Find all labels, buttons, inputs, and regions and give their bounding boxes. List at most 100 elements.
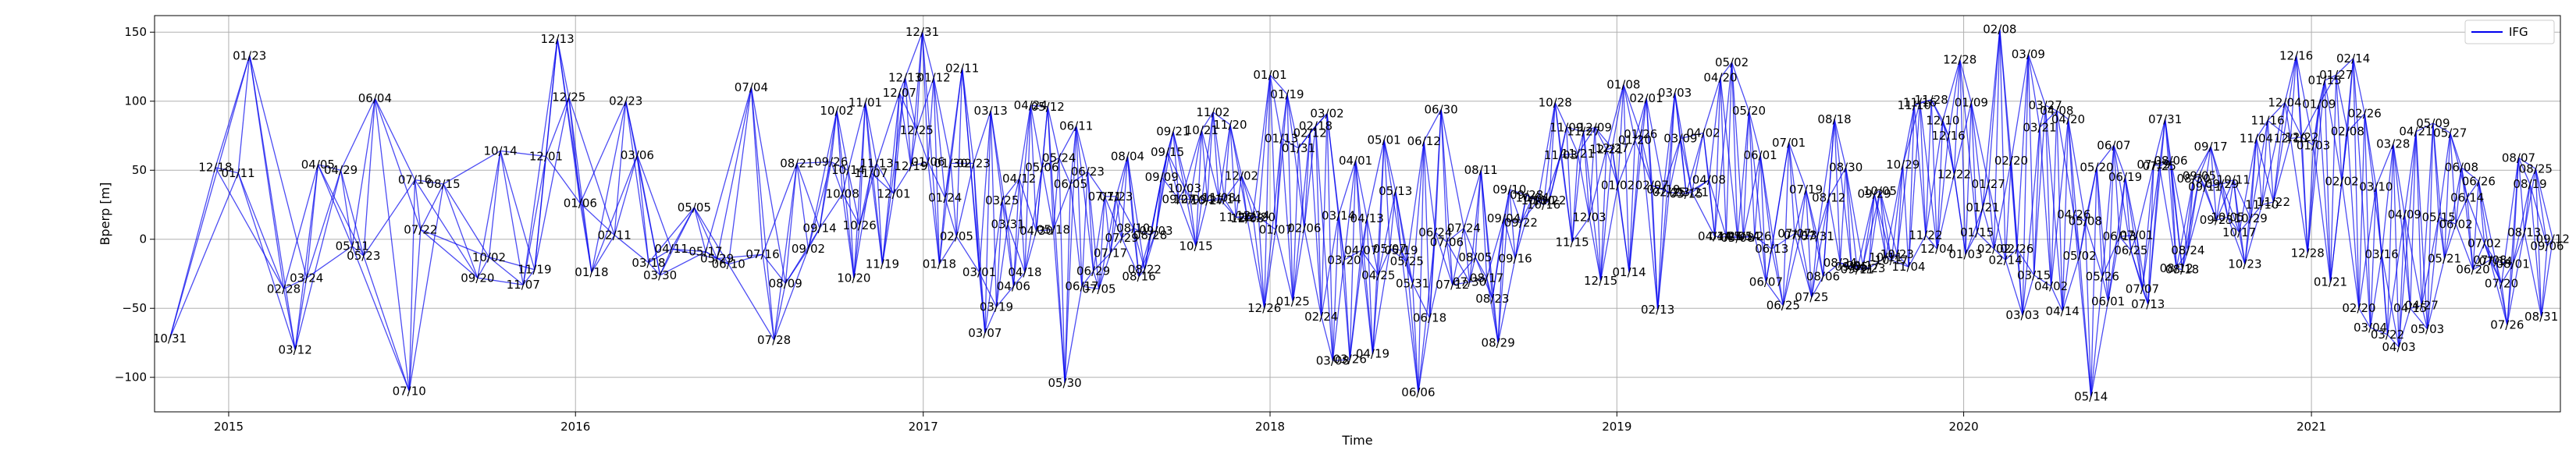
- ifg-connection: [351, 246, 365, 257]
- acquisition-date-label: 08/15: [426, 177, 460, 191]
- ifg-connection: [2284, 102, 2291, 139]
- ifg-connection: [2507, 232, 2525, 325]
- acquisition-date-label: 05/12: [1031, 100, 1065, 114]
- ifg-connection: [1093, 252, 1111, 271]
- acquisition-date-label: 05/19: [1384, 243, 1418, 257]
- acquisition-date-label: 01/19: [1270, 87, 1304, 101]
- acquisition-date-label: 01/25: [1276, 294, 1310, 308]
- acquisition-date-label: 12/22: [2285, 130, 2318, 144]
- ifg-connection: [1059, 126, 1077, 158]
- ifg-connection: [1640, 134, 1659, 310]
- ifg-connection: [904, 77, 912, 166]
- ifg-connection: [1115, 156, 1129, 197]
- ifg-connection: [1811, 276, 1824, 298]
- ifg-connection: [1731, 62, 1744, 237]
- ifg-connection: [1959, 59, 1978, 232]
- ifg-connection: [921, 32, 941, 264]
- ifg-connection: [1321, 316, 1333, 361]
- ifg-connection: [1862, 193, 1875, 266]
- acquisition-date-label: 04/09: [2388, 207, 2421, 222]
- acquisition-date-label: 11/08: [1202, 191, 1236, 205]
- ifg-connection: [705, 87, 753, 252]
- acquisition-date-label: 09/28: [1510, 188, 1543, 202]
- acquisition-date-label: 03/22: [2371, 328, 2404, 342]
- ifg-connection: [1845, 167, 1858, 270]
- acquisition-date-label: 06/30: [1424, 102, 1457, 116]
- acquisition-date-label: 10/17: [1874, 253, 1908, 267]
- acquisition-date-label: 06/24: [1418, 225, 1452, 239]
- ifg-connection: [1389, 190, 1397, 250]
- x-axis-label: Time: [1341, 433, 1372, 448]
- acquisition-date-label: 05/17: [688, 245, 722, 259]
- ifg-connection: [1503, 189, 1510, 219]
- ifg-connection: [750, 87, 763, 255]
- acquisition-date-label: 12/02: [1225, 168, 1258, 183]
- ifg-connection: [1059, 158, 1071, 185]
- acquisition-date-label: 02/23: [957, 156, 991, 170]
- ifg-connection: [1651, 185, 1659, 310]
- acquisition-date-label: 03/14: [1322, 209, 1355, 223]
- y-tick-label: −50: [122, 301, 147, 315]
- acquisition-date-label: 03/09: [1663, 132, 1697, 146]
- ifg-connection: [2159, 160, 2172, 167]
- acquisition-date-label: 06/23: [1071, 165, 1105, 179]
- ifg-connection: [1076, 126, 1094, 271]
- ifg-connection: [1868, 190, 1881, 269]
- acquisition-date-label: 07/12: [1436, 278, 1469, 292]
- ifg-connection: [2101, 145, 2115, 277]
- ifg-connection: [545, 156, 581, 204]
- ifg-connection: [1708, 77, 1721, 180]
- ifg-connection: [1794, 233, 1813, 298]
- ifg-connection: [1218, 124, 1231, 198]
- ifg-connection: [1343, 260, 1350, 360]
- ifg-connection: [2141, 165, 2154, 289]
- ifg-connection: [2267, 102, 2286, 121]
- ifg-connection: [2113, 145, 2126, 178]
- ifg-connection: [1190, 129, 1203, 200]
- ifg-connection: [1133, 227, 1151, 236]
- acquisition-date-label: 06/04: [358, 91, 392, 105]
- acquisition-date-label: 08/09: [769, 276, 802, 290]
- acquisition-date-label: 07/01: [2120, 228, 2154, 242]
- ifg-connection: [717, 257, 729, 265]
- ifg-connection: [614, 101, 627, 236]
- ifg-connection: [1566, 126, 1584, 133]
- ifg-connection: [1970, 102, 1984, 208]
- acquisition-date-label: 08/19: [2513, 177, 2546, 191]
- ifg-connection: [2472, 181, 2479, 270]
- acquisition-date-label: 07/19: [2137, 158, 2170, 172]
- ifg-connection: [2113, 145, 2120, 237]
- ifg-connection: [938, 163, 952, 264]
- acquisition-date-label: 04/29: [324, 163, 358, 177]
- ifg-connection: [1172, 131, 1179, 200]
- acquisition-date-label: 08/21: [780, 156, 813, 170]
- ifg-connection: [1754, 236, 1773, 250]
- ifg-connection: [2216, 216, 2229, 221]
- ifg-connection: [1560, 154, 1573, 243]
- acquisition-date-label: 06/25: [1767, 299, 1800, 313]
- acquisition-date-label: 03/13: [974, 104, 1008, 118]
- acquisition-date-label: 05/11: [336, 239, 369, 254]
- ifg-connection: [2119, 236, 2132, 251]
- ifg-connection: [785, 228, 820, 284]
- ifg-connection: [750, 87, 786, 284]
- ifg-connection: [950, 68, 963, 164]
- ifg-connection: [2535, 168, 2542, 317]
- ifg-connection: [1771, 142, 1790, 250]
- acquisition-date-label: 12/04: [1920, 242, 1954, 256]
- ifg-connection: [1765, 282, 1784, 307]
- ifg-connection: [921, 32, 934, 78]
- ifg-connection: [2318, 74, 2337, 105]
- ifg-connection: [2090, 301, 2109, 397]
- ifg-connection: [1138, 235, 1151, 277]
- ifg-connection: [2204, 186, 2217, 221]
- acquisition-date-label: 08/05: [1458, 250, 1492, 264]
- acquisition-date-label: 12/13: [540, 32, 574, 46]
- ifg-connection: [2176, 268, 2183, 271]
- ifg-connection: [2426, 217, 2439, 329]
- acquisition-date-label: 03/03: [2005, 308, 2039, 322]
- ifg-connection: [545, 39, 558, 157]
- acquisition-date-label: 07/31: [1801, 229, 1834, 243]
- ifg-connection: [728, 87, 753, 264]
- ifg-connection: [2033, 105, 2046, 275]
